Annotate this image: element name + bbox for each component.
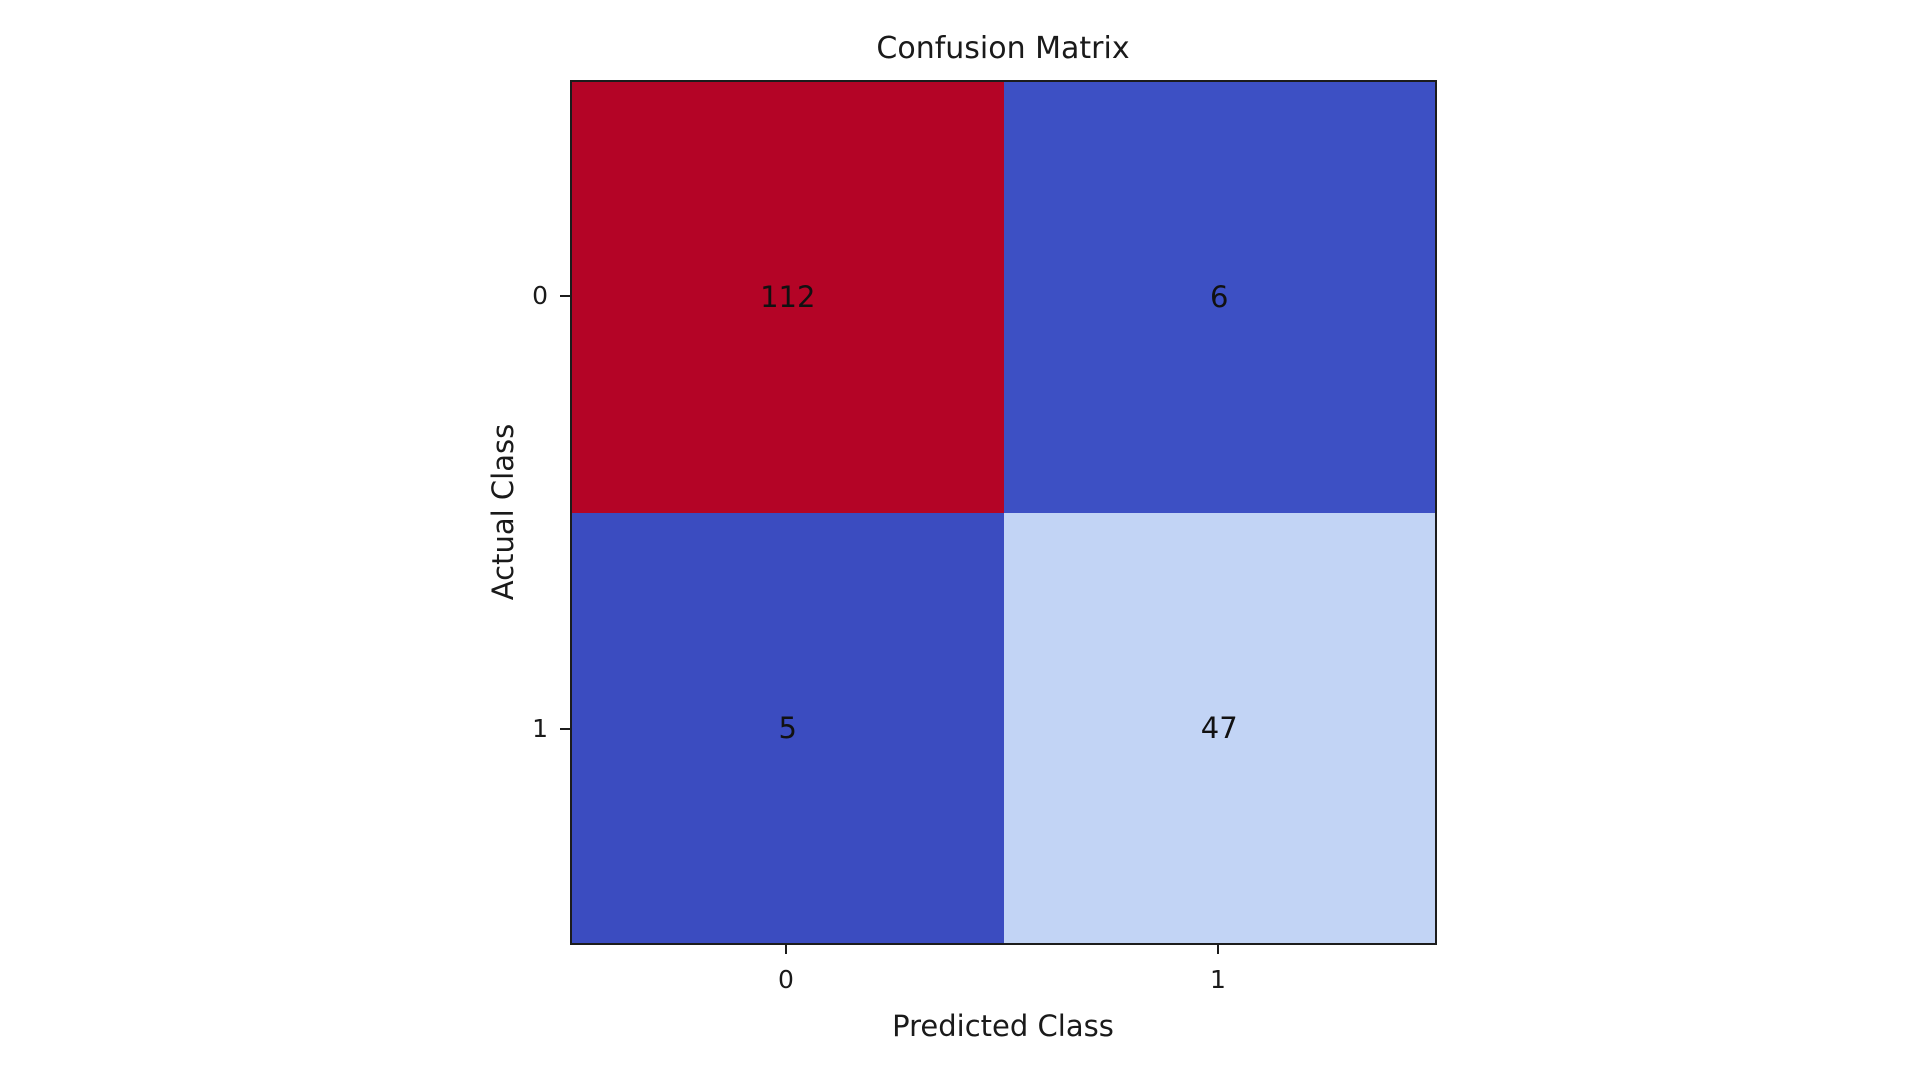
chart-title: Confusion Matrix: [876, 31, 1130, 66]
x-tick-mark-1: [1217, 945, 1219, 954]
matrix-cell-actual0-predicted1: 6: [1003, 82, 1435, 513]
heatmap-plot-area: 112 6 5 47: [570, 80, 1437, 945]
y-tick-label-1: 1: [532, 714, 548, 743]
cell-value: 47: [1200, 710, 1238, 745]
x-axis-label: Predicted Class: [892, 1009, 1114, 1043]
cell-value: 6: [1210, 280, 1229, 315]
y-tick-mark-1: [560, 728, 570, 730]
cell-value: 5: [778, 710, 797, 745]
x-tick-label-0: 0: [778, 965, 794, 994]
x-tick-label-1: 1: [1210, 965, 1226, 994]
matrix-cell-actual0-predicted0: 112: [572, 82, 1004, 513]
matrix-cell-actual1-predicted1: 47: [1003, 512, 1435, 943]
matrix-cell-actual1-predicted0: 5: [572, 512, 1004, 943]
y-tick-mark-0: [560, 295, 570, 297]
y-tick-label-0: 0: [532, 281, 548, 310]
y-axis-label: Actual Class: [486, 423, 520, 601]
cell-value: 112: [760, 280, 816, 315]
x-tick-mark-0: [785, 945, 787, 954]
